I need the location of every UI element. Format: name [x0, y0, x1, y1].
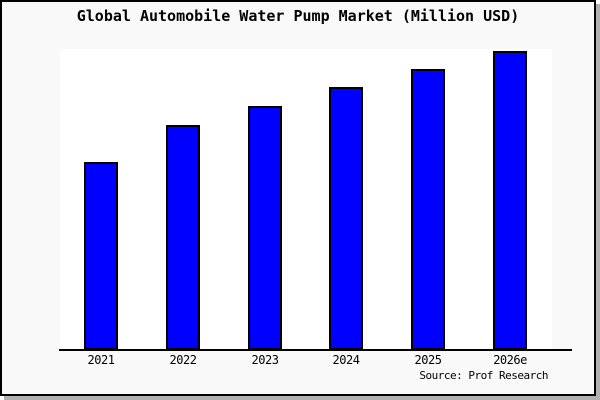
bar-2022: [166, 125, 200, 350]
bar-2024: [329, 87, 363, 350]
x-tick-2024: 2024: [332, 353, 360, 367]
x-tick-2021: 2021: [87, 353, 115, 367]
bar-2023: [248, 106, 282, 350]
x-tick-2022: 2022: [169, 353, 197, 367]
bar-2025: [411, 69, 445, 350]
source-note: Source: Prof Research: [419, 369, 548, 382]
x-tick-2023: 2023: [251, 353, 279, 367]
bar-2021: [84, 162, 118, 350]
x-tick-2026e: 2026e: [493, 353, 527, 367]
chart-title: Global Automobile Water Pump Market (Mil…: [76, 7, 520, 25]
x-axis-line: [59, 349, 572, 351]
x-tick-2025: 2025: [414, 353, 442, 367]
plot-area: [60, 49, 552, 350]
bar-2026e: [493, 51, 527, 350]
